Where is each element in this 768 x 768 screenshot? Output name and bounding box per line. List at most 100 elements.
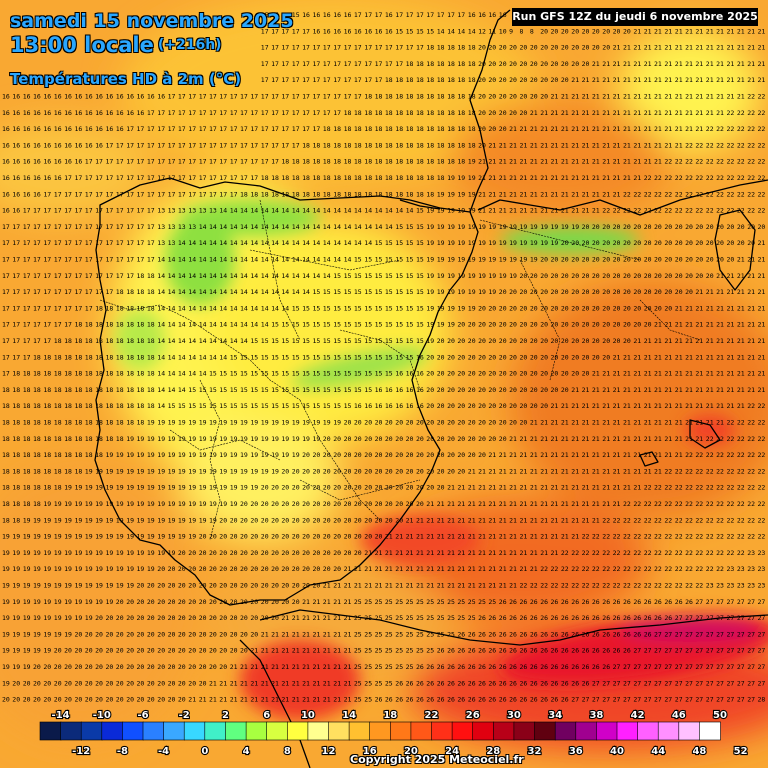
grid-value: 18: [33, 370, 41, 378]
grid-value: 26: [416, 696, 424, 704]
grid-value: 20: [520, 60, 528, 68]
grid-value: 16: [137, 93, 145, 101]
grid-value: 17: [199, 141, 207, 149]
grid-value: 20: [375, 484, 383, 492]
grid-value: 22: [685, 500, 693, 508]
grid-value: 26: [488, 679, 496, 687]
grid-value: 19: [43, 549, 51, 557]
grid-value: 21: [623, 109, 631, 117]
grid-value: 19: [54, 549, 62, 557]
grid-value: 21: [675, 337, 683, 345]
grid-value: 21: [571, 141, 579, 149]
grid-value: 21: [633, 125, 641, 133]
grid-value: 17: [261, 158, 269, 166]
grid-value: 25: [447, 614, 455, 622]
grid-value: 20: [582, 288, 590, 296]
grid-value: 21: [592, 467, 600, 475]
grid-value: 21: [364, 582, 372, 590]
grid-value: 17: [33, 321, 41, 329]
grid-value: 18: [375, 125, 383, 133]
grid-value: 18: [385, 190, 393, 198]
grid-value: 14: [199, 321, 207, 329]
grid-value: 19: [313, 419, 321, 427]
grid-value: 15: [261, 11, 269, 19]
grid-value: 20: [75, 647, 83, 655]
grid-value: 19: [75, 598, 83, 606]
grid-value: 19: [116, 533, 124, 541]
grid-value: 8: [520, 27, 524, 35]
grid-value: 21: [716, 337, 724, 345]
grid-value: 18: [137, 386, 145, 394]
grid-value: 21: [644, 370, 652, 378]
grid-value: 20: [271, 614, 279, 622]
grid-value: 13: [157, 207, 165, 215]
grid-value: 17: [447, 11, 455, 19]
grid-value: 21: [633, 60, 641, 68]
grid-value: 18: [95, 337, 103, 345]
grid-value: 25: [375, 614, 383, 622]
grid-value: 19: [126, 549, 134, 557]
grid-value: 20: [447, 451, 455, 459]
grid-value: 20: [85, 647, 93, 655]
grid-value: 19: [240, 484, 248, 492]
grid-value: 18: [2, 500, 10, 508]
grid-value: 21: [354, 582, 362, 590]
legend-swatch: [657, 721, 680, 741]
grid-value: 27: [644, 647, 652, 655]
grid-value: 20: [540, 370, 548, 378]
grid-value: 21: [571, 174, 579, 182]
grid-value: 20: [375, 451, 383, 459]
legend-swatch: [492, 721, 515, 741]
grid-value: 21: [582, 467, 590, 475]
grid-value: 20: [644, 288, 652, 296]
grid-value: 21: [488, 500, 496, 508]
grid-value: 15: [292, 402, 300, 410]
grid-value: 20: [623, 337, 631, 345]
grid-value: 20: [178, 696, 186, 704]
grid-value: 20: [520, 353, 528, 361]
grid-value: 25: [416, 598, 424, 606]
grid-value: 21: [602, 174, 610, 182]
grid-value: 20: [64, 647, 72, 655]
grid-value: 17: [116, 190, 124, 198]
grid-value: 27: [571, 696, 579, 704]
grid-value: 16: [54, 109, 62, 117]
grid-value: 20: [54, 679, 62, 687]
grid-value: 18: [23, 419, 31, 427]
grid-value: 20: [209, 614, 217, 622]
grid-value: 20: [240, 582, 248, 590]
grid-value: 14: [157, 370, 165, 378]
grid-value: 20: [157, 663, 165, 671]
grid-value: 20: [302, 467, 310, 475]
grid-value: 14: [292, 256, 300, 264]
grid-value: 27: [654, 663, 662, 671]
grid-value: 14: [354, 207, 362, 215]
grid-value: 20: [126, 630, 134, 638]
grid-value: 14: [168, 256, 176, 264]
grid-value: 17: [85, 223, 93, 231]
grid-value: 20: [261, 533, 269, 541]
grid-value: 25: [385, 598, 393, 606]
grid-value: 15: [364, 288, 372, 296]
grid-value: 18: [271, 190, 279, 198]
grid-value: 20: [147, 598, 155, 606]
grid-value: 27: [716, 598, 724, 606]
grid-value: 21: [551, 93, 559, 101]
grid-value: 17: [209, 174, 217, 182]
grid-value: 21: [654, 60, 662, 68]
grid-value: 19: [126, 516, 134, 524]
grid-value: 20: [509, 402, 517, 410]
grid-value: 19: [137, 484, 145, 492]
grid-value: 19: [157, 435, 165, 443]
grid-value: 25: [395, 614, 403, 622]
grid-value: 21: [706, 370, 714, 378]
grid-value: 19: [23, 663, 31, 671]
grid-value: 20: [457, 386, 465, 394]
grid-value: 21: [540, 533, 548, 541]
grid-value: 22: [716, 533, 724, 541]
grid-value: 18: [364, 158, 372, 166]
grid-value: 21: [571, 158, 579, 166]
grid-value: 27: [644, 696, 652, 704]
grid-value: 19: [188, 451, 196, 459]
grid-value: 19: [116, 484, 124, 492]
